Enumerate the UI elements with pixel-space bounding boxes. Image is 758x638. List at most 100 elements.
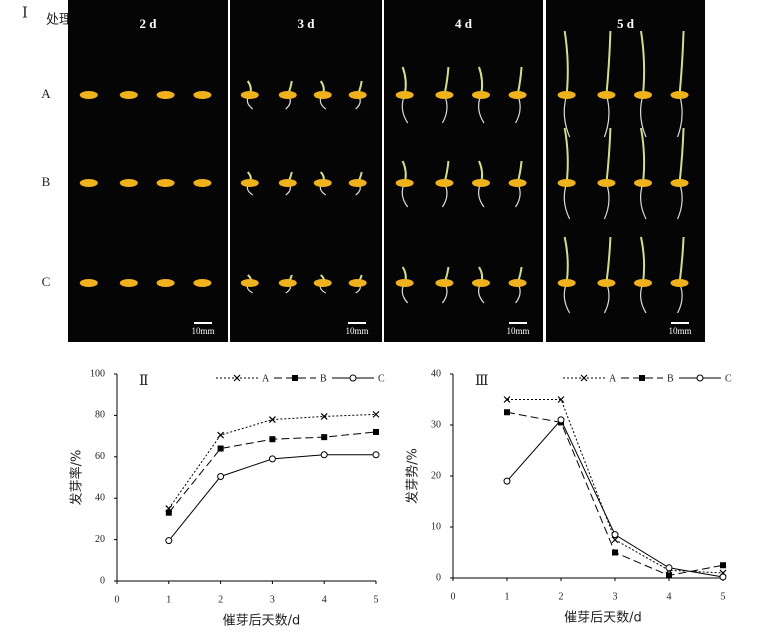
x-tick-label: 5 bbox=[721, 591, 726, 602]
seed bbox=[313, 91, 332, 99]
panel-label: Ⅰ bbox=[22, 5, 28, 21]
scale-label: 10mm bbox=[506, 326, 529, 336]
y-tick-label: 60 bbox=[95, 451, 105, 462]
seed bbox=[471, 179, 490, 187]
y-tick-label: 40 bbox=[431, 368, 441, 379]
seed bbox=[240, 91, 259, 99]
y-axis-label: 发芽势/% bbox=[405, 448, 421, 504]
shoot bbox=[640, 127, 646, 184]
seed bbox=[670, 91, 689, 99]
point bbox=[503, 477, 511, 485]
seed bbox=[156, 179, 175, 187]
seed bbox=[557, 91, 576, 99]
point bbox=[720, 562, 726, 569]
y-axis-label: 发芽率/% bbox=[69, 450, 85, 506]
seed bbox=[435, 279, 454, 287]
legend-label: C bbox=[378, 373, 385, 384]
row-label: C bbox=[42, 274, 51, 289]
seed bbox=[395, 179, 414, 187]
point bbox=[611, 536, 619, 544]
seed bbox=[348, 91, 367, 99]
photo-panel bbox=[68, 0, 228, 342]
seed bbox=[508, 91, 527, 99]
y-tick-label: 40 bbox=[95, 492, 105, 503]
point bbox=[373, 428, 379, 435]
column-label: 3 d bbox=[298, 16, 316, 31]
shoot bbox=[563, 30, 569, 96]
legend-label: B bbox=[320, 373, 327, 384]
column-label: 2 d bbox=[140, 16, 158, 31]
y-tick-label: 0 bbox=[436, 572, 441, 583]
point bbox=[612, 549, 618, 556]
seed bbox=[557, 179, 576, 187]
legend-marker bbox=[292, 375, 298, 381]
seed bbox=[633, 279, 652, 287]
x-tick-label: 5 bbox=[374, 594, 379, 605]
photo-panel bbox=[384, 0, 543, 342]
legend-label: C bbox=[725, 373, 732, 384]
point bbox=[349, 374, 357, 382]
row-header: 处理 bbox=[46, 13, 72, 28]
shoot bbox=[605, 127, 612, 184]
seed bbox=[435, 179, 454, 187]
seed bbox=[395, 91, 414, 99]
x-tick-label: 1 bbox=[505, 591, 510, 602]
seed bbox=[119, 279, 138, 287]
seed bbox=[278, 279, 297, 287]
seed bbox=[348, 279, 367, 287]
shoot bbox=[678, 30, 685, 96]
x-tick-label: 4 bbox=[322, 594, 327, 605]
seed bbox=[471, 91, 490, 99]
x-tick-label: 4 bbox=[667, 591, 672, 602]
panel-label: Ⅱ bbox=[139, 374, 149, 389]
series-line bbox=[507, 399, 724, 574]
series-line bbox=[168, 431, 377, 514]
panel-label: Ⅲ bbox=[475, 374, 489, 389]
point bbox=[666, 572, 672, 579]
seed bbox=[508, 179, 527, 187]
y-tick-label: 20 bbox=[431, 470, 441, 481]
point bbox=[611, 531, 619, 539]
seed bbox=[670, 179, 689, 187]
shoot bbox=[563, 127, 569, 184]
point bbox=[503, 396, 511, 403]
seed bbox=[633, 91, 652, 99]
x-tick-label: 2 bbox=[218, 594, 223, 605]
x-axis-label: 催芽后天数/d bbox=[223, 614, 301, 629]
x-tick-label: 2 bbox=[559, 591, 564, 602]
shoot bbox=[678, 127, 685, 184]
seed bbox=[240, 179, 259, 187]
seed bbox=[156, 279, 175, 287]
legend-label: B bbox=[667, 373, 674, 384]
scale-label: 10mm bbox=[668, 326, 691, 336]
seed bbox=[278, 91, 297, 99]
legend-marker bbox=[233, 374, 241, 382]
y-tick-label: 20 bbox=[95, 534, 105, 545]
seed bbox=[597, 179, 616, 187]
x-tick-label: 0 bbox=[451, 591, 456, 602]
scale-label: 10mm bbox=[345, 326, 368, 336]
point bbox=[504, 409, 510, 416]
legend-label: A bbox=[262, 373, 270, 384]
point bbox=[217, 445, 224, 452]
column-label: 4 d bbox=[455, 16, 473, 31]
seed bbox=[670, 279, 689, 287]
point bbox=[165, 537, 173, 545]
legend-label: A bbox=[609, 373, 617, 384]
legend-marker bbox=[349, 374, 357, 382]
point bbox=[217, 472, 225, 480]
point bbox=[268, 455, 276, 463]
seed bbox=[193, 279, 212, 287]
x-tick-label: 3 bbox=[270, 594, 275, 605]
legend-marker bbox=[696, 374, 704, 382]
legend-marker bbox=[639, 375, 645, 381]
point bbox=[372, 451, 380, 459]
y-tick-label: 80 bbox=[95, 410, 105, 421]
shoot bbox=[605, 30, 612, 96]
point bbox=[233, 374, 241, 382]
row-label: B bbox=[42, 174, 51, 189]
point bbox=[217, 431, 225, 439]
point bbox=[719, 573, 727, 581]
shoot bbox=[640, 30, 646, 96]
